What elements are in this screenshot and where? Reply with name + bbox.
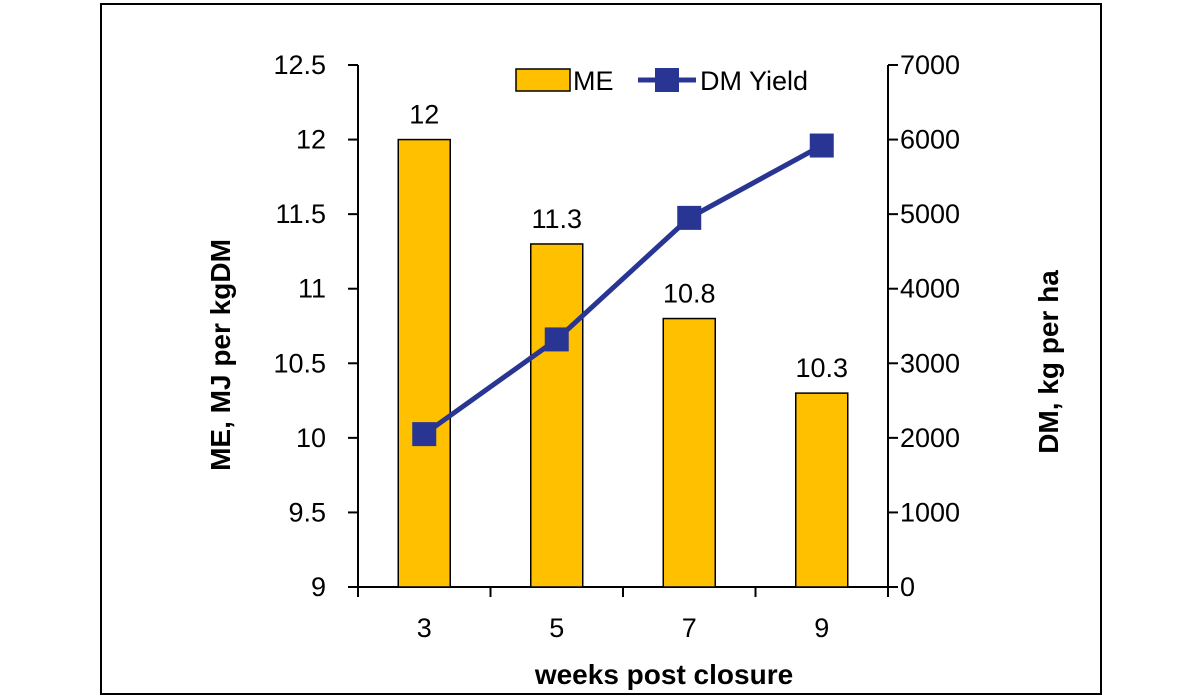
x-tick-label: 3 <box>417 613 432 643</box>
chart-frame <box>100 3 1102 695</box>
bar-me <box>662 317 716 588</box>
x-tick-label: 7 <box>682 613 697 643</box>
dm-yield-marker <box>544 327 569 352</box>
bar-me <box>397 138 451 588</box>
bar-value-label: 12 <box>409 100 439 130</box>
y-tick-label-left: 9 <box>311 572 326 602</box>
x-axis-title: weeks post closure <box>534 659 793 690</box>
y-tick-label-left: 11.5 <box>275 199 326 229</box>
y-tick-label-left: 11 <box>298 274 326 304</box>
y-tick-label-right: 0 <box>900 572 915 602</box>
x-tick-label: 5 <box>549 613 564 643</box>
legend-swatch-me <box>515 68 571 92</box>
bar-me <box>795 392 849 588</box>
y-tick-label-left: 12.5 <box>273 50 326 80</box>
bar-value-label: 11.3 <box>531 204 582 234</box>
y-tick-label-right: 1000 <box>900 497 960 527</box>
y-tick-label-left: 10 <box>296 423 326 453</box>
legend-label-dm-yield: DM Yield <box>700 66 808 96</box>
legend-label-me: ME <box>573 66 614 96</box>
dm-yield-line <box>422 143 823 437</box>
bar-value-label: 10.8 <box>663 279 716 309</box>
data-labels-group: 12 11.3 10.8 10.3 <box>409 100 848 384</box>
bars-group <box>397 138 849 588</box>
y-tick-label-right: 6000 <box>900 125 960 155</box>
legend: ME DM Yield <box>515 66 808 96</box>
y-tick-label-left: 12 <box>296 125 326 155</box>
y-tick-label-right: 7000 <box>900 50 960 80</box>
y-tick-label-left: 9.5 <box>288 497 326 527</box>
axes: 9 9.5 10 10.5 11 11.5 12 12.5 0 1000 2000 3000 4000 5… <box>273 50 960 643</box>
y-tick-label-left: 10.5 <box>273 348 326 378</box>
x-tick-label: 9 <box>814 613 829 643</box>
dm-yield-marker <box>412 422 437 447</box>
y-tick-label-right: 2000 <box>900 423 960 453</box>
dm-yield-marker <box>809 133 834 158</box>
y-axis-title-left: ME, MJ per kgDM <box>205 239 236 471</box>
y-tick-label-right: 4000 <box>900 274 960 304</box>
dm-yield-marker <box>677 205 702 230</box>
bar-value-label: 10.3 <box>795 353 848 383</box>
y-axis-title-right: DM, kg per ha <box>1033 270 1064 454</box>
line-series-group <box>412 133 834 447</box>
bar-me <box>530 243 584 588</box>
legend-marker-dm-yield <box>655 68 679 92</box>
y-tick-label-right: 3000 <box>900 348 960 378</box>
y-tick-label-right: 5000 <box>900 199 960 229</box>
